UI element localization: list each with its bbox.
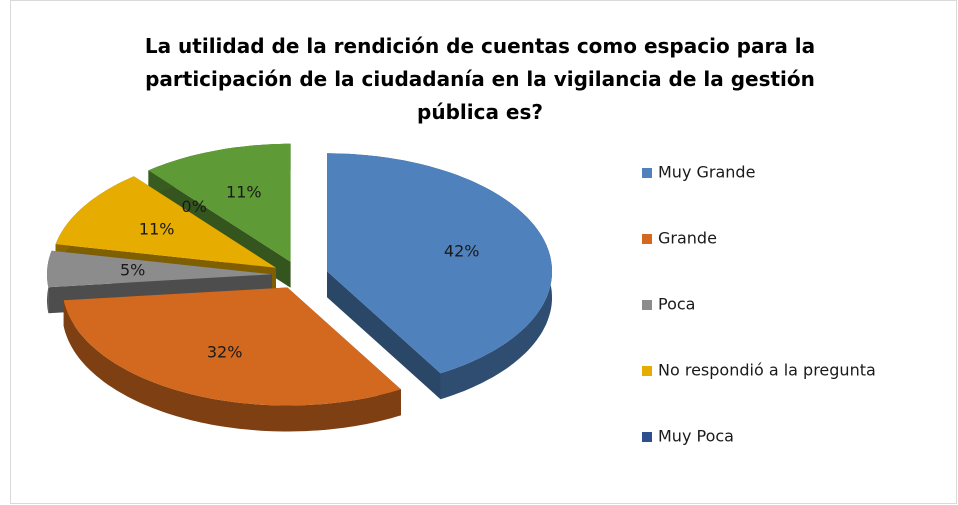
chart-title: La utilidad de la rendición de cuentas c…: [144, 34, 816, 124]
legend-label: Muy Grande: [658, 163, 755, 182]
slice: [47, 250, 272, 288]
chart-border: [10, 0, 957, 504]
data-label: 11%: [139, 219, 175, 238]
slice: [148, 143, 291, 262]
legend-swatch: [642, 432, 652, 442]
legend-label: Muy Poca: [658, 427, 734, 446]
legend-label: No respondió a la pregunta: [658, 361, 876, 380]
slice: [63, 287, 401, 406]
legend-swatch: [642, 366, 652, 376]
legend-swatch: [642, 234, 652, 244]
slice: [55, 176, 276, 268]
data-label: 42%: [444, 242, 480, 261]
data-label: 0%: [181, 197, 206, 216]
slice-wall: [63, 300, 401, 432]
slice: [327, 153, 552, 374]
legend-swatch: [642, 168, 652, 178]
data-label: 11%: [226, 182, 262, 201]
legend-swatch: [642, 300, 652, 310]
legend-label: Grande: [658, 229, 717, 248]
legend-label: Poca: [658, 295, 695, 314]
slice-side: [327, 271, 441, 400]
data-label: 32%: [207, 342, 243, 361]
data-label: 5%: [120, 260, 145, 279]
